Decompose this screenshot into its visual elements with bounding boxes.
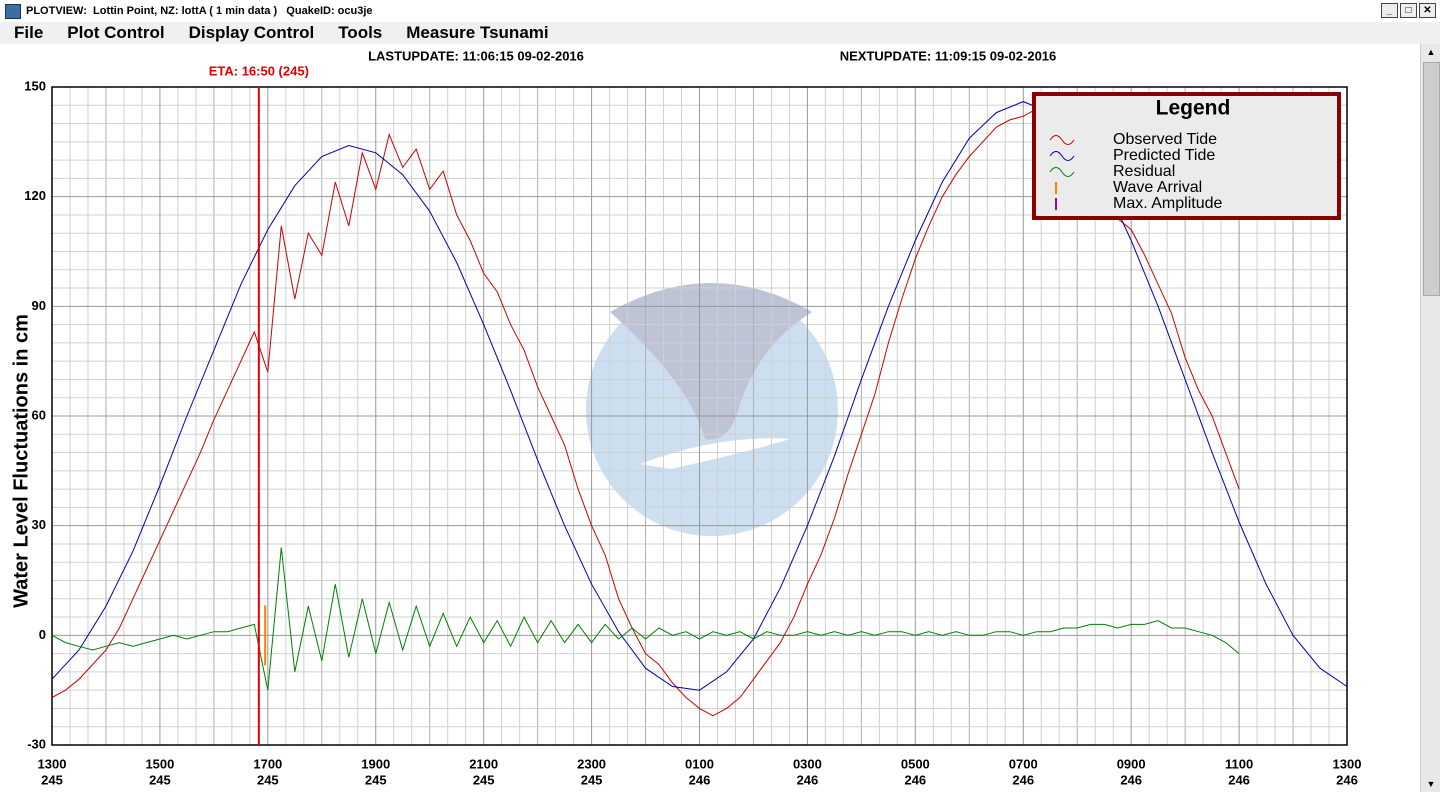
x-tick-day: 245 [581, 772, 603, 787]
legend-label: Predicted Tide [1113, 147, 1215, 164]
scroll-up[interactable]: ▲ [1426, 47, 1436, 57]
app-icon [5, 4, 21, 19]
x-tick-label: 1700 [253, 756, 282, 771]
x-tick-label: 0300 [793, 756, 822, 771]
x-tick-day: 246 [1120, 772, 1142, 787]
series-line [51, 101, 1348, 691]
window-title: PLOTVIEW: Lottin Point, NZ: lottA ( 1 mi… [26, 5, 373, 17]
x-tick-day: 246 [689, 772, 711, 787]
x-tick-day: 246 [1012, 772, 1034, 787]
plot-frame [51, 86, 1348, 746]
x-tick-day: 245 [41, 772, 63, 787]
menu-bar: File Plot Control Display Control Tools … [0, 22, 1440, 44]
x-tick-label: 1100 [1225, 756, 1253, 771]
y-tick-label: 30 [32, 517, 46, 532]
legend-box [1032, 92, 1341, 220]
maximize-button[interactable]: □ [1400, 3, 1417, 18]
legend-label: Wave Arrival [1113, 179, 1202, 196]
x-tick-day: 246 [1228, 772, 1250, 787]
x-tick-label: 0100 [685, 756, 714, 771]
x-tick-label: 0500 [901, 756, 930, 771]
legend-label: Observed Tide [1113, 131, 1217, 148]
series-line [51, 547, 1240, 691]
legend-title: Legend [1156, 97, 1231, 120]
y-axis-label: Water Level Fluctuations in cm [10, 314, 32, 608]
x-tick-day: 246 [904, 772, 926, 787]
legend-label: Max. Amplitude [1113, 195, 1222, 212]
last-update: LASTUPDATE: 11:06:15 09-02-2016 [368, 48, 584, 63]
chart: LASTUPDATE: 11:06:15 09-02-2016 NEXTUPDA… [0, 44, 1420, 792]
legend-symbol [1049, 151, 1075, 161]
x-tick-day: 245 [473, 772, 495, 787]
x-tick-label: 1300 [1333, 756, 1362, 771]
window-buttons: _ □ ✕ [1381, 3, 1436, 18]
y-tick-label: -30 [27, 736, 46, 751]
scroll-thumb[interactable] [1423, 62, 1440, 296]
x-tick-day: 245 [149, 772, 171, 787]
next-update: NEXTUPDATE: 11:09:15 09-02-2016 [840, 48, 1057, 63]
scrollbar[interactable]: ▲ ▼ [1420, 44, 1440, 792]
x-tick-day: 246 [797, 772, 819, 787]
menu-item[interactable]: Measure Tsunami [406, 23, 549, 42]
y-tick-label: 120 [24, 188, 46, 203]
minimize-button[interactable]: _ [1381, 3, 1398, 18]
y-tick-label: 90 [32, 298, 46, 313]
legend-label: Residual [1113, 163, 1175, 180]
x-tick-label: 2300 [577, 756, 606, 771]
x-tick-day: 246 [1336, 772, 1358, 787]
menu-item[interactable]: Plot Control [67, 23, 165, 42]
menu-item[interactable]: Display Control [188, 23, 315, 42]
x-tick-label: 0900 [1117, 756, 1146, 771]
legend-symbol [1049, 135, 1075, 145]
eta-label: ETA: 16:50 (245) [209, 63, 309, 78]
x-tick-day: 245 [365, 772, 387, 787]
y-tick-label: 60 [32, 407, 46, 422]
x-tick-label: 1300 [38, 756, 67, 771]
scroll-down[interactable]: ▼ [1426, 779, 1436, 789]
menu-item[interactable]: File [14, 23, 44, 42]
title-bar: PLOTVIEW: Lottin Point, NZ: lottA ( 1 mi… [0, 0, 1440, 23]
x-tick-day: 245 [257, 772, 279, 787]
watermark-logo [586, 283, 838, 536]
legend-symbol [1049, 167, 1075, 177]
x-tick-label: 1900 [361, 756, 390, 771]
y-tick-label: 0 [39, 627, 46, 642]
x-tick-label: 0700 [1009, 756, 1038, 771]
x-tick-label: 2100 [469, 756, 498, 771]
close-button[interactable]: ✕ [1419, 3, 1436, 18]
y-tick-label: 150 [24, 78, 46, 93]
menu-item[interactable]: Tools [338, 23, 383, 42]
x-tick-label: 1500 [145, 756, 174, 771]
